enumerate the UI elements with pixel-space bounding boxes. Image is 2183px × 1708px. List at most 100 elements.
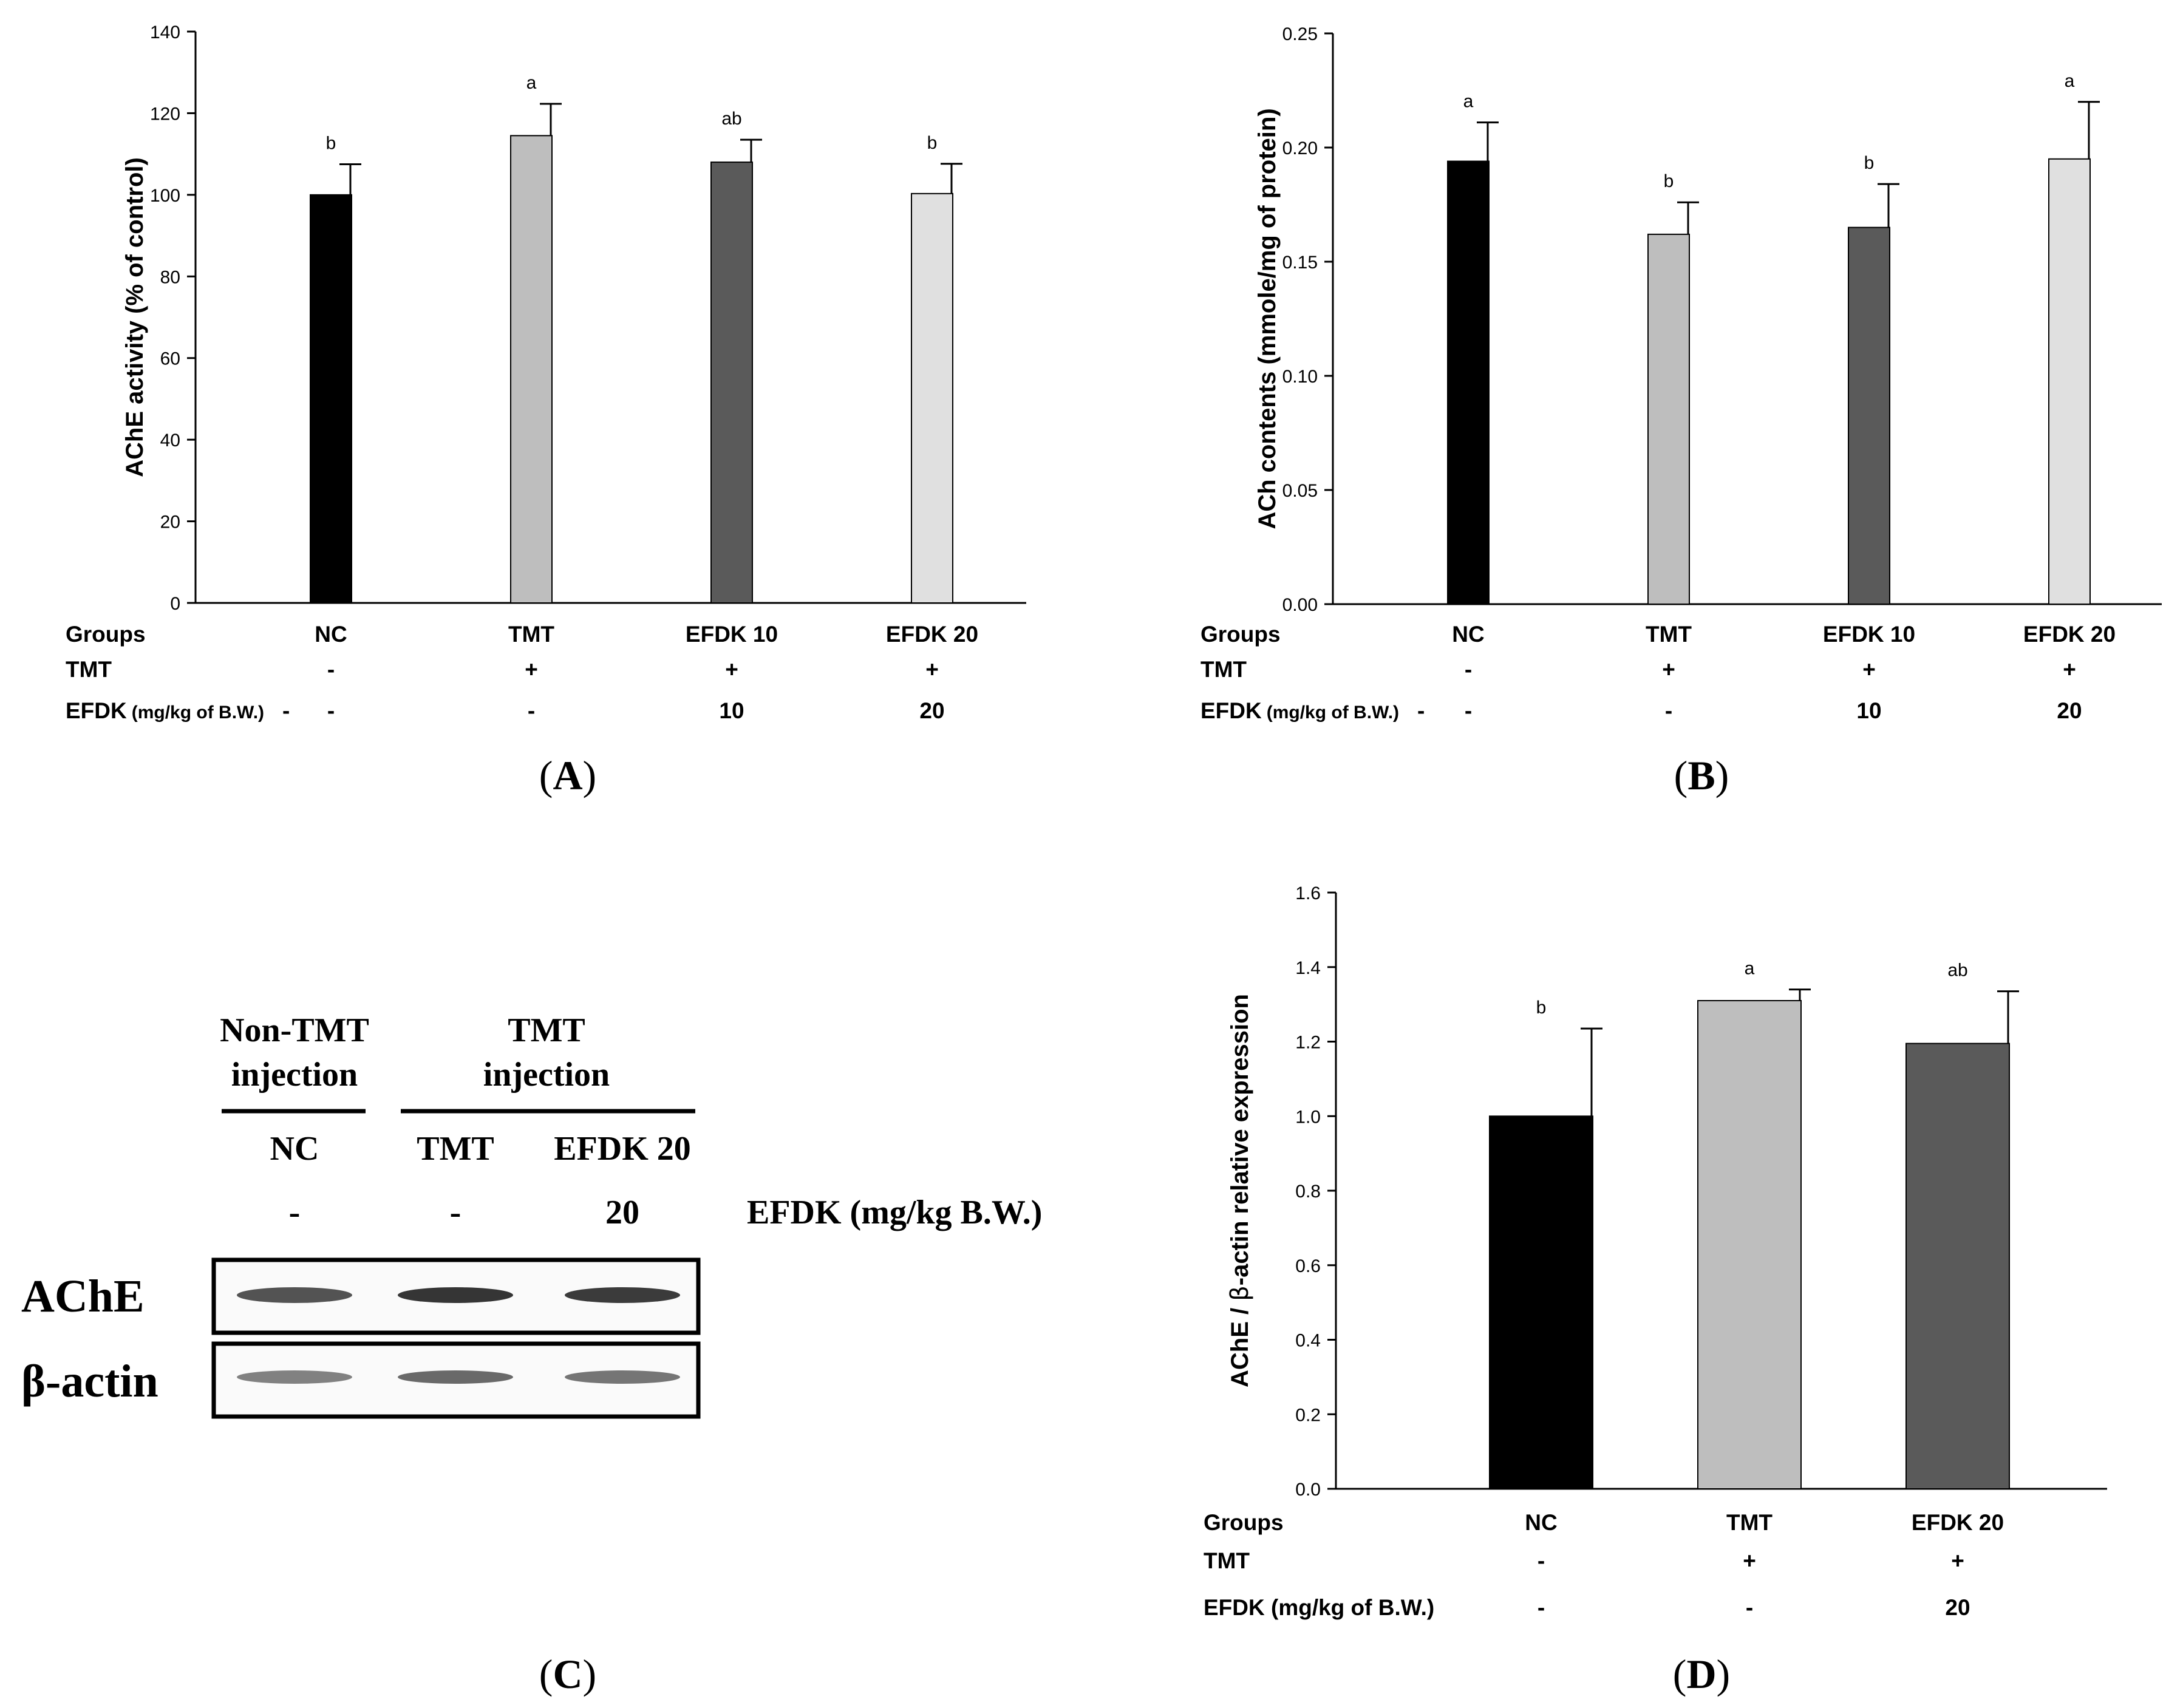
row-label-tmt: TMT [1204,1548,1250,1573]
row-label-groups: Groups [1204,1510,1284,1535]
blot-band-ache [237,1287,352,1303]
tmt-value: + [925,657,939,682]
y-tick-label: 120 [150,104,180,124]
blot-lane-label-tmt: TMT [417,1130,494,1168]
efdk-value: 20 [919,698,944,723]
bar-tmt [1647,233,1690,605]
row-label-groups: Groups [1200,622,1281,647]
chart-panel-d: 0.0 0.2 0.4 0.6 0.8 1.0 1.2 1.4 1.6 AChE / β-acti… [1204,883,2107,1620]
blot-group-header-2-line2: injection [483,1056,610,1094]
significance-letter: a [1745,959,1755,979]
group-label: TMT [508,622,554,647]
tmt-value: + [1662,657,1675,682]
tmt-value: + [725,657,738,682]
efdk-value: 10 [719,698,744,723]
significance-letter: b [326,133,336,153]
significance-letter: b [927,133,938,153]
panel-label-b: (B) [1674,752,1729,798]
y-tick-label: 1.6 [1295,883,1321,903]
efdk-value: - [327,698,335,723]
group-label: TMT [1726,1510,1773,1535]
y-tick-label: 140 [150,22,180,43]
group-label: EFDK 20 [2023,622,2116,647]
y-tick-label: 60 [160,349,180,369]
significance-letter: b [1664,171,1674,191]
row-label-tmt: TMT [1200,657,1247,682]
bar-tmt [1697,999,1802,1490]
group-label: EFDK 20 [886,622,978,647]
tmt-value: + [1862,657,1876,682]
bar-efdk10 [710,162,753,604]
y-tick-label: 80 [160,267,180,287]
tmt-value: - [327,657,335,682]
blot-group-header-1-line2: injection [231,1056,358,1094]
tmt-value: + [525,657,538,682]
group-label: NC [1525,1510,1557,1535]
blot-band-actin [565,1370,680,1384]
blot-lane-label-efdk20: EFDK 20 [554,1130,691,1168]
efdk-value: - [1465,698,1472,723]
panel-label-d-letter: D [1686,1651,1716,1697]
group-label: NC [315,622,347,647]
chart-panel-a: 0 20 40 60 80 100 120 140 AChE activity (% of co… [66,22,1026,723]
y-tick-label: 100 [150,186,180,206]
bar-tmt [510,135,553,604]
group-label: EFDK 10 [1823,622,1915,647]
y-tick-label: 0.00 [1282,595,1318,615]
efdk-value: - [1746,1595,1753,1620]
panel-label-d: (D) [1673,1651,1730,1697]
blot-band-ache [398,1287,513,1303]
blot-bands [237,1287,680,1384]
efdk-value: 20 [1945,1595,1970,1620]
row-label-efdk: EFDK (mg/kg of B.W.) - [1200,698,1425,723]
tmt-value: + [2063,657,2076,682]
y-tick-label: 40 [160,430,180,451]
y-tick-label: 0.6 [1295,1256,1321,1276]
significance-letter: a [526,73,537,93]
efdk-value: - [528,698,535,723]
tmt-value: - [1465,657,1472,682]
y-tick-label: 0.05 [1282,481,1318,501]
significance-letter: ab [721,109,741,129]
efdk-value: - [1538,1595,1545,1620]
row-label-efdk-unit: (mg/kg of B.W.) [132,703,264,723]
group-label: EFDK 10 [686,622,778,647]
y-axis-label: AChE activity (% of control) [121,157,148,477]
blot-lane-label-nc: NC [270,1130,319,1168]
tmt-value: - [1538,1548,1545,1573]
y-tick-label: 0.25 [1282,24,1318,44]
group-label: TMT [1646,622,1692,647]
bar-efdk20 [1905,1043,2010,1489]
significance-letter: a [2065,71,2075,91]
blot-group-header-1-line1: Non-TMT [220,1012,369,1049]
y-tick-label: 0 [170,594,180,614]
y-tick-label: 0.0 [1295,1480,1321,1500]
row-label-tmt: TMT [66,657,112,682]
y-axis-label-part: AChE / [1227,1301,1253,1387]
y-tick-label: 0.8 [1295,1182,1321,1202]
blot-dose-nc: - [289,1194,301,1231]
significance-letter: ab [1947,961,1967,981]
blot-dose-tmt: - [450,1194,461,1231]
significance-letter: a [1463,92,1474,112]
row-label-efdk-name: EFDK [1200,698,1262,723]
y-tick-label: 1.0 [1295,1107,1321,1127]
blot-dose-efdk20: 20 [605,1194,639,1231]
y-tick-label: 20 [160,512,180,532]
y-tick-label: 1.4 [1295,958,1321,978]
bar-efdk10 [1848,226,1890,605]
panel-label-c: (C) [539,1651,596,1697]
bar-nc [1489,1115,1593,1489]
y-tick-label: 0.15 [1282,253,1318,273]
tmt-value: + [1951,1548,1964,1573]
blot-band-actin [398,1370,513,1384]
row-label-efdk-extra: - [1417,698,1425,723]
panel-label-c-letter: C [553,1651,582,1697]
y-tick-label: 1.2 [1295,1033,1321,1053]
bar-nc [1447,160,1490,605]
bar-efdk20 [911,192,953,604]
western-blot-panel: Non-TMT injection TMT injection NC TMT E… [21,1012,1042,1419]
bar-nc [310,194,352,604]
bar-efdk20 [2048,158,2091,605]
